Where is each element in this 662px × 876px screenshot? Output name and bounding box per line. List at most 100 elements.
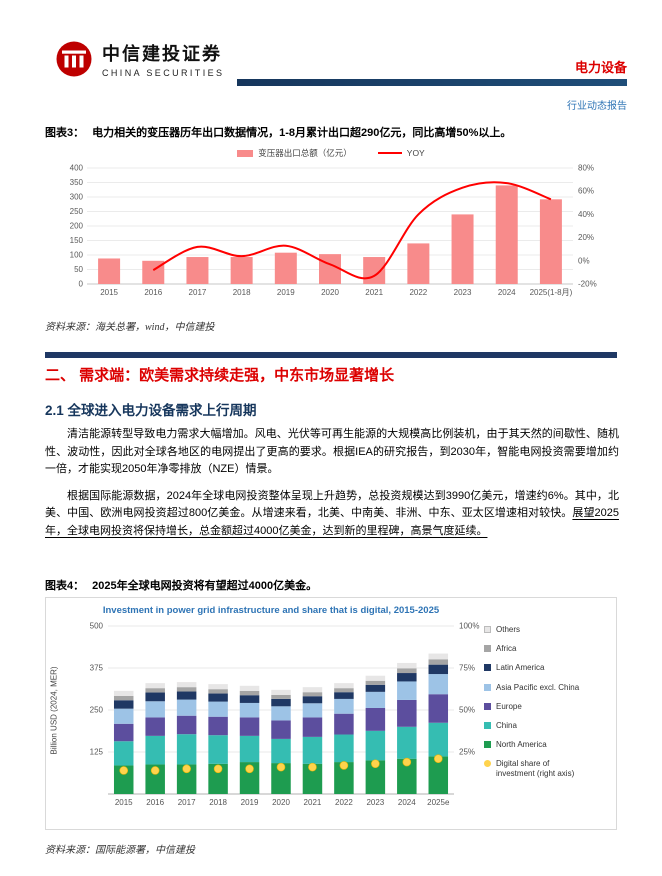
left-axis-tick: 250 — [90, 706, 104, 715]
brand-name-cn: 中信建投证券 — [102, 44, 222, 64]
stack-segment-north-america — [397, 758, 417, 794]
stack-segment-others — [239, 685, 260, 691]
stack-segment-north-america — [113, 765, 134, 794]
stack-segment-europe — [365, 707, 386, 731]
legend-swatch-icon — [484, 683, 491, 691]
export-bar — [319, 254, 341, 284]
stack-segment-north-america — [271, 763, 291, 794]
stack-segment-others — [365, 675, 386, 681]
right-axis-tick: 20% — [578, 233, 594, 242]
stack-segment-europe — [271, 720, 291, 739]
subsection-heading: 2.1 全球进入电力设备需求上行周期 — [45, 403, 257, 418]
stack-segment-latin-america — [113, 700, 134, 709]
legend-swatch-icon — [484, 702, 491, 710]
right-axis-tick: 75% — [459, 664, 475, 673]
figure3-legend: 变压器出口总额（亿元） YOY — [45, 146, 617, 160]
line-swatch-icon — [377, 152, 402, 154]
x-axis-label: 2021 — [304, 798, 322, 807]
digital-share-dot — [150, 766, 160, 775]
section-divider-bar — [45, 352, 617, 358]
x-axis-label: 2020 — [321, 288, 339, 297]
export-bar — [495, 185, 518, 284]
figure4-source: 资料来源：国际能源署，中信建投 — [45, 845, 195, 856]
left-axis-tick: 200 — [70, 222, 84, 231]
stack-segment-europe — [176, 715, 197, 735]
section-heading: 二、 需求端：欧美需求持续走强，中东市场显著增长 — [45, 367, 395, 384]
brand-text: 中信建投证券 CHINA SECURITIES — [102, 40, 224, 78]
stack-segment-north-america — [208, 763, 228, 794]
stack-segment-africa — [365, 680, 386, 685]
bar-swatch-icon — [237, 149, 254, 157]
legend-item-yoy: YOY — [377, 148, 425, 158]
stack-segment-latin-america — [239, 695, 260, 703]
x-axis-label: 2022 — [335, 798, 353, 807]
left-axis-tick: 250 — [70, 207, 84, 216]
legend-swatch-icon — [484, 664, 491, 672]
legend-swatch-icon — [484, 626, 491, 633]
left-axis-tick: 100 — [70, 251, 84, 260]
legend-label: Latin America — [496, 663, 545, 673]
stack-segment-africa — [239, 690, 260, 696]
digital-share-dot — [213, 764, 223, 774]
paragraph-2: 根据国际能源数据，2024年全球电网投资整体呈现上升趋势，总投资规模达到3990… — [45, 488, 619, 541]
paragraph-1: 清洁能源转型导致电力需求大幅增加。风电、光伏等可再生能源的大规模高比例装机，由于… — [45, 428, 619, 476]
legend-label: China — [496, 720, 517, 730]
stack-segment-china — [176, 734, 197, 765]
stack-segment-china — [428, 722, 449, 757]
brand-name-en: CHINA SECURITIES — [102, 68, 225, 78]
x-axis-label: 2015 — [100, 288, 118, 297]
legend-item-africa: Africa — [484, 644, 614, 653]
stack-segment-others — [271, 689, 291, 695]
x-axis-label: 2018 — [209, 798, 227, 807]
x-axis-label: 2016 — [144, 288, 162, 297]
yoy-line — [152, 181, 552, 280]
x-axis-label: 2019 — [277, 288, 295, 297]
stack-segment-asia-pacific-excl-china — [365, 691, 386, 708]
stack-segment-asia-pacific-excl-china — [397, 681, 417, 700]
digital-share-dot — [339, 761, 349, 770]
stack-segment-europe — [334, 713, 354, 735]
stack-segment-africa — [271, 694, 291, 699]
x-axis-label: 2025(1-8月) — [530, 288, 573, 297]
stack-segment-africa — [428, 659, 449, 665]
x-axis-label: 2016 — [146, 798, 164, 807]
legend-label: Digital share of investment (right axis) — [496, 759, 575, 778]
brand-logo-icon — [55, 40, 93, 78]
x-axis-label: 2023 — [454, 288, 472, 297]
stack-segment-europe — [302, 717, 323, 737]
section-body: 清洁能源转型导致电力需求大幅增加。风电、光伏等可再生能源的大规模高比例装机，由于… — [45, 426, 619, 550]
stack-segment-china — [145, 735, 165, 765]
x-axis-label: 2015 — [115, 798, 133, 807]
left-axis-tick: 0 — [79, 280, 84, 289]
export-bar — [186, 257, 209, 284]
stack-segment-africa — [334, 688, 354, 693]
header-rule — [237, 79, 627, 86]
right-axis-tick: 50% — [459, 706, 475, 715]
stack-segment-latin-america — [208, 693, 228, 702]
legend-item-north-america: North America — [484, 740, 614, 749]
figure3-chart: 变压器出口总额（亿元） YOY 0 50 100 150 200 250 300 350 400 -… — [45, 146, 617, 314]
stack-segment-latin-america — [428, 664, 449, 675]
right-axis-tick: -20% — [578, 280, 597, 289]
figure4-label: 图表4： — [45, 580, 85, 592]
digital-share-dot — [308, 762, 317, 772]
right-axis-tick: 40% — [578, 210, 594, 219]
stack-segment-others — [397, 662, 417, 669]
stack-segment-north-america — [428, 756, 449, 794]
digital-share-dot — [245, 764, 254, 774]
stack-segment-asia-pacific-excl-china — [176, 699, 197, 716]
right-axis-tick: 25% — [459, 748, 475, 757]
legend-label: Europe — [496, 701, 522, 711]
digital-share-dot — [276, 762, 286, 772]
legend-item-europe: Europe — [484, 702, 614, 711]
stack-segment-china — [365, 730, 386, 761]
stack-segment-north-america — [239, 762, 260, 794]
left-axis-tick: 150 — [70, 236, 84, 245]
x-axis-label: 2024 — [398, 798, 416, 807]
legend-item-china: China — [484, 721, 614, 730]
figure3-title: 电力相关的变压器历年出口数据情况，1-8月累计出口超290亿元，同比高增50%以… — [92, 127, 512, 139]
stack-segment-others — [145, 683, 165, 689]
stack-segment-others — [176, 682, 197, 688]
report-type-label: 行业动态报告 — [567, 101, 627, 112]
